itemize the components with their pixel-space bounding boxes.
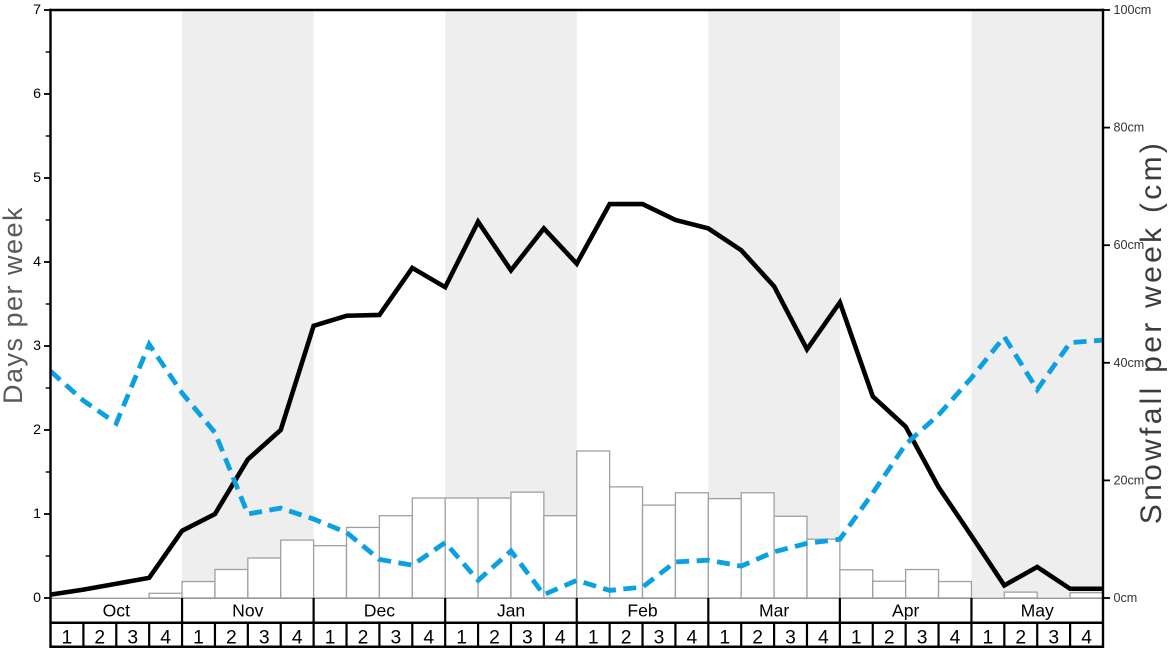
svg-text:4: 4 bbox=[160, 627, 171, 648]
svg-text:4: 4 bbox=[33, 254, 41, 270]
svg-text:0: 0 bbox=[33, 590, 41, 606]
svg-text:2: 2 bbox=[621, 627, 632, 648]
svg-text:5: 5 bbox=[33, 170, 41, 186]
svg-text:Dec: Dec bbox=[364, 600, 395, 620]
svg-text:Jan: Jan bbox=[497, 600, 525, 620]
svg-text:60cm: 60cm bbox=[1114, 238, 1145, 252]
svg-text:1: 1 bbox=[325, 627, 336, 648]
svg-text:80cm: 80cm bbox=[1114, 121, 1145, 135]
svg-text:Oct: Oct bbox=[103, 600, 130, 620]
svg-text:3: 3 bbox=[1048, 627, 1059, 648]
svg-text:6: 6 bbox=[33, 86, 41, 102]
svg-text:2: 2 bbox=[358, 627, 369, 648]
svg-text:0cm: 0cm bbox=[1114, 591, 1138, 605]
svg-text:4: 4 bbox=[950, 627, 961, 648]
svg-text:4: 4 bbox=[423, 627, 434, 648]
svg-text:3: 3 bbox=[654, 627, 665, 648]
svg-text:2: 2 bbox=[1015, 627, 1026, 648]
svg-text:3: 3 bbox=[33, 338, 41, 354]
svg-text:3: 3 bbox=[785, 627, 796, 648]
svg-text:Mar: Mar bbox=[759, 600, 789, 620]
svg-text:1: 1 bbox=[851, 627, 862, 648]
svg-text:3: 3 bbox=[391, 627, 402, 648]
svg-text:20cm: 20cm bbox=[1114, 473, 1145, 487]
svg-text:4: 4 bbox=[555, 627, 566, 648]
svg-text:2: 2 bbox=[489, 627, 500, 648]
svg-text:1: 1 bbox=[33, 506, 41, 522]
svg-text:Apr: Apr bbox=[892, 600, 920, 620]
svg-text:2: 2 bbox=[33, 422, 41, 438]
svg-text:100cm: 100cm bbox=[1114, 3, 1152, 17]
svg-text:Nov: Nov bbox=[232, 600, 263, 620]
svg-text:3: 3 bbox=[522, 627, 533, 648]
svg-text:1: 1 bbox=[588, 627, 599, 648]
svg-text:4: 4 bbox=[687, 627, 698, 648]
svg-text:3: 3 bbox=[917, 627, 928, 648]
svg-text:4: 4 bbox=[818, 627, 829, 648]
svg-text:3: 3 bbox=[127, 627, 138, 648]
svg-text:2: 2 bbox=[226, 627, 237, 648]
svg-text:7: 7 bbox=[33, 2, 41, 18]
svg-text:May: May bbox=[1021, 600, 1054, 620]
svg-text:Days per week: Days per week bbox=[0, 206, 28, 404]
svg-text:4: 4 bbox=[1081, 627, 1092, 648]
svg-text:1: 1 bbox=[456, 627, 467, 648]
svg-text:1: 1 bbox=[719, 627, 730, 648]
svg-text:2: 2 bbox=[884, 627, 895, 648]
svg-text:2: 2 bbox=[752, 627, 763, 648]
svg-text:3: 3 bbox=[259, 627, 270, 648]
svg-text:1: 1 bbox=[62, 627, 73, 648]
svg-text:1: 1 bbox=[983, 627, 994, 648]
svg-text:40cm: 40cm bbox=[1114, 356, 1145, 370]
svg-text:4: 4 bbox=[292, 627, 303, 648]
svg-text:2: 2 bbox=[94, 627, 105, 648]
svg-text:Snowfall per week (cm): Snowfall per week (cm) bbox=[1135, 140, 1168, 524]
svg-text:1: 1 bbox=[193, 627, 204, 648]
svg-text:Feb: Feb bbox=[627, 600, 658, 620]
